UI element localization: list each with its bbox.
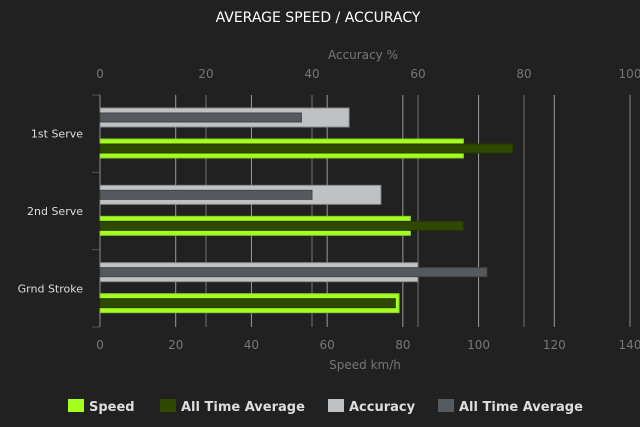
bottom-tick-label: 80: [395, 338, 410, 352]
bar-speed-all-time-average: [99, 143, 514, 154]
legend-label: All Time Average: [181, 400, 305, 415]
bar-speed-all-time-average: [99, 298, 396, 309]
bottom-tick-label: 120: [543, 338, 566, 352]
bottom-tick-label: 40: [244, 338, 259, 352]
bottom-tick-label: 100: [467, 338, 490, 352]
legend-label: All Time Average: [459, 400, 583, 415]
bar-accuracy-all-time-average: [99, 112, 302, 123]
legend-swatch: [438, 399, 454, 412]
bottom-tick-label: 140: [619, 338, 640, 352]
category-label: Grnd Stroke: [18, 282, 84, 295]
bottom-axis-label: Speed km/h: [329, 358, 401, 372]
legend-label: Accuracy: [349, 400, 416, 415]
bottom-tick-label: 20: [168, 338, 183, 352]
bar-accuracy-all-time-average: [99, 267, 488, 278]
top-tick-label: 20: [198, 67, 213, 81]
category-label: 1st Serve: [31, 128, 83, 141]
top-tick-label: 40: [304, 67, 319, 81]
chart-title: AVERAGE SPEED / ACCURACY: [216, 10, 421, 26]
legend-swatch: [160, 399, 176, 412]
top-tick-label: 100: [619, 67, 640, 81]
top-tick-label: 0: [96, 67, 104, 81]
bar-accuracy-all-time-average: [99, 189, 313, 200]
top-tick-label: 80: [516, 67, 531, 81]
category-label: 2nd Serve: [27, 205, 83, 218]
legend-swatch: [68, 399, 84, 412]
top-axis-label: Accuracy %: [328, 48, 398, 62]
legend-swatch: [328, 399, 344, 412]
bar-speed-all-time-average: [99, 220, 464, 231]
legend-label: Speed: [89, 400, 135, 415]
top-tick-label: 60: [410, 67, 425, 81]
bottom-tick-label: 60: [320, 338, 335, 352]
bottom-tick-label: 0: [96, 338, 104, 352]
